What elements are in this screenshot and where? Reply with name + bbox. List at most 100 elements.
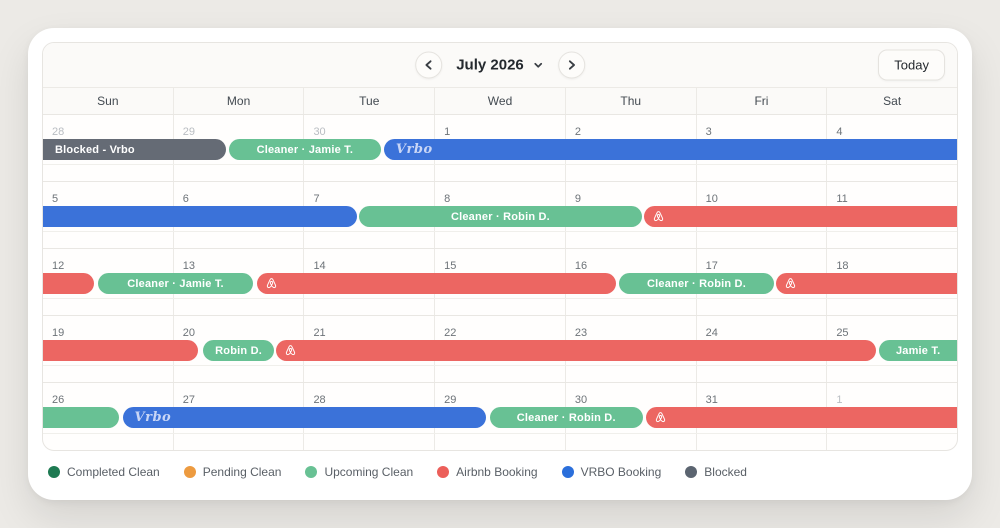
event-pill-upcoming_clean[interactable]: Cleaner · Robin D.: [359, 206, 642, 227]
event-pill-vrbo[interactable]: Vrbo: [383, 139, 957, 160]
date-number: 8: [444, 193, 451, 205]
calendar-panel: July 2026 Today Sun Mon Tue Wed Thu Fri Sat 28…: [42, 42, 958, 451]
legend-label: Blocked: [704, 465, 747, 479]
legend-dot: [183, 466, 196, 478]
date-number: 28: [52, 126, 65, 138]
legend-label: Pending Clean: [202, 465, 282, 479]
day-cell[interactable]: 1: [827, 383, 957, 450]
legend-dot: [685, 466, 698, 478]
event-pill-blocked[interactable]: Blocked - Vrbo: [43, 139, 226, 160]
date-number: 18: [836, 260, 849, 272]
event-lane: Cleaner · Robin D.: [43, 206, 957, 227]
event-pill-airbnb[interactable]: [256, 273, 617, 294]
event-pill-airbnb[interactable]: [644, 206, 957, 227]
month-label: July 2026: [456, 56, 524, 74]
legend-item: Upcoming Clean: [305, 465, 413, 479]
legend: Completed Clean Pending Clean Upcoming Cle…: [48, 465, 952, 479]
date-number: 30: [313, 126, 326, 138]
weekday-label: Thu: [566, 88, 697, 114]
event-pill-airbnb[interactable]: [646, 407, 957, 428]
event-pill-upcoming_clean[interactable]: Jamie T.: [879, 340, 957, 361]
legend-label: VRBO Booking: [580, 465, 662, 479]
event-lane: Robin D. Jamie T.: [43, 340, 957, 361]
date-number: 24: [705, 327, 718, 339]
week-row: 5 6 7 8 9 10 11 Cleaner · Robin D.: [43, 182, 957, 249]
event-pill-upcoming_clean[interactable]: [43, 407, 119, 428]
event-pill-vrbo[interactable]: Vrbo: [122, 407, 487, 428]
date-number: 20: [182, 327, 195, 339]
event-pill-upcoming_clean[interactable]: Cleaner · Jamie T.: [228, 139, 382, 160]
day-cell[interactable]: 25: [827, 316, 957, 382]
date-number: 19: [52, 327, 65, 339]
day-cell[interactable]: 4: [827, 115, 957, 181]
event-pill-airbnb[interactable]: [276, 340, 876, 361]
event-label: Cleaner · Robin D.: [450, 210, 550, 223]
month-selector[interactable]: July 2026: [456, 57, 544, 74]
date-number: 17: [705, 260, 718, 272]
legend-item: Blocked: [685, 465, 747, 479]
event-label: Blocked - Vrbo: [55, 143, 135, 156]
chevron-down-icon: [533, 62, 542, 68]
date-number: 27: [182, 394, 195, 406]
date-number: 1: [836, 394, 843, 406]
date-number: 23: [574, 327, 588, 339]
legend-label: Upcoming Clean: [324, 465, 414, 479]
date-number: 4: [836, 126, 843, 138]
date-number: 31: [705, 394, 718, 406]
today-button[interactable]: Today: [878, 49, 945, 81]
date-number: 2: [574, 126, 581, 138]
event-pill-upcoming_clean[interactable]: Cleaner · Robin D.: [489, 407, 643, 428]
event-pill-airbnb[interactable]: [43, 273, 95, 294]
weekday-label: Mon: [174, 88, 305, 114]
weekday-label: Wed: [435, 88, 566, 114]
event-lane: Vrbo Cleaner · Robin D.: [43, 407, 957, 428]
date-number: 13: [182, 260, 195, 272]
date-number: 29: [182, 126, 195, 138]
day-cell[interactable]: 11: [827, 182, 957, 248]
weekday-label: Sat: [883, 94, 902, 108]
calendar-app-card: July 2026 Today Sun Mon Tue Wed Thu Fri Sat 28…: [28, 28, 972, 500]
airbnb-belo-icon: [266, 278, 277, 289]
date-number: 30: [574, 394, 588, 406]
airbnb-belo-icon: [285, 345, 296, 356]
event-pill-airbnb[interactable]: [43, 340, 199, 361]
next-month-button[interactable]: [557, 51, 585, 79]
date-number: 14: [313, 260, 326, 272]
airbnb-belo-icon: [656, 412, 666, 423]
event-pill-upcoming_clean[interactable]: Robin D.: [202, 340, 275, 361]
date-number: 22: [444, 327, 457, 339]
week-row: 28 29 30 1 2 3 4 Blocked - Vrbo Cleaner · Jamie …: [43, 115, 957, 182]
vrbo-logo: Vrbo: [134, 410, 172, 425]
event-label: Cleaner · Jamie T.: [256, 143, 354, 156]
date-number: 1: [444, 126, 451, 138]
legend-item: Completed Clean: [48, 465, 160, 479]
event-pill-upcoming_clean[interactable]: Cleaner · Robin D.: [618, 273, 775, 294]
legend-label: Airbnb Booking: [456, 465, 538, 479]
legend-label: Completed Clean: [67, 465, 160, 479]
legend-dot: [437, 466, 450, 478]
date-number: 3: [705, 126, 712, 138]
date-number: 16: [574, 260, 588, 272]
chevron-right-icon: [568, 60, 575, 70]
legend-dot: [305, 466, 318, 478]
event-lane: Cleaner · Jamie T. Cleaner · Robin D.: [43, 273, 957, 294]
calendar-header: July 2026 Today: [43, 43, 957, 88]
event-pill-vrbo[interactable]: [43, 206, 357, 227]
calendar-grid: 28 29 30 1 2 3 4 Blocked - Vrbo Cleaner · Jamie …: [43, 115, 957, 450]
prev-month-button[interactable]: [415, 51, 443, 79]
month-navigation: July 2026: [415, 51, 585, 79]
day-cell[interactable]: 18: [827, 249, 957, 315]
event-label: Cleaner · Robin D.: [647, 277, 746, 290]
event-label: Jamie T.: [895, 344, 941, 357]
event-pill-upcoming_clean[interactable]: Cleaner · Jamie T.: [97, 273, 254, 294]
date-number: 9: [574, 193, 581, 205]
event-label: Robin D.: [215, 344, 262, 357]
weekday-header-row: Sun Mon Tue Wed Thu Fri Sat: [43, 88, 957, 115]
event-pill-airbnb[interactable]: [776, 273, 957, 294]
date-number: 7: [313, 193, 320, 205]
week-row: 26 27 28 29 30 31 1 Vrbo Cleaner · Robin D.: [43, 383, 957, 450]
chevron-left-icon: [425, 60, 432, 70]
legend-item: Airbnb Booking: [437, 465, 538, 479]
date-number: 28: [313, 394, 326, 406]
